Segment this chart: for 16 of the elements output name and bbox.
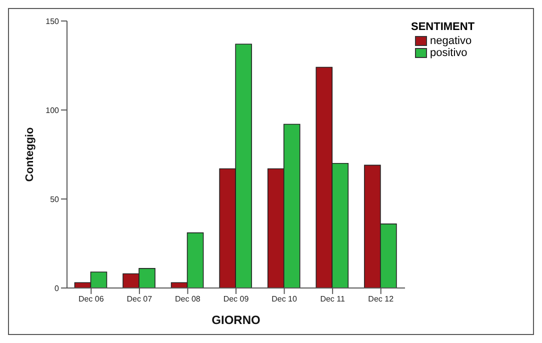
y-axis-title: Conteggio bbox=[24, 127, 36, 182]
y-tick-label: 50 bbox=[50, 194, 60, 204]
x-tick-label: Dec 07 bbox=[126, 294, 153, 304]
legend-label: negativo bbox=[430, 35, 472, 47]
x-tick-label: Dec 11 bbox=[320, 294, 346, 304]
y-tick-label: 100 bbox=[46, 106, 60, 115]
x-tick-label: Dec 12 bbox=[368, 294, 394, 304]
x-tick-label: Dec 06 bbox=[78, 294, 104, 304]
x-tick-label: Dec 09 bbox=[223, 294, 250, 304]
y-tick-label: 150 bbox=[46, 16, 60, 26]
legend-title: SENTIMENT bbox=[411, 21, 476, 33]
x-axis-title: GIORNO bbox=[212, 313, 260, 327]
y-tick-label: 0 bbox=[54, 284, 60, 293]
x-tick-label: Dec 10 bbox=[272, 294, 298, 304]
legend-label: positivo bbox=[430, 47, 468, 59]
x-tick-label: Dec 08 bbox=[175, 294, 201, 304]
